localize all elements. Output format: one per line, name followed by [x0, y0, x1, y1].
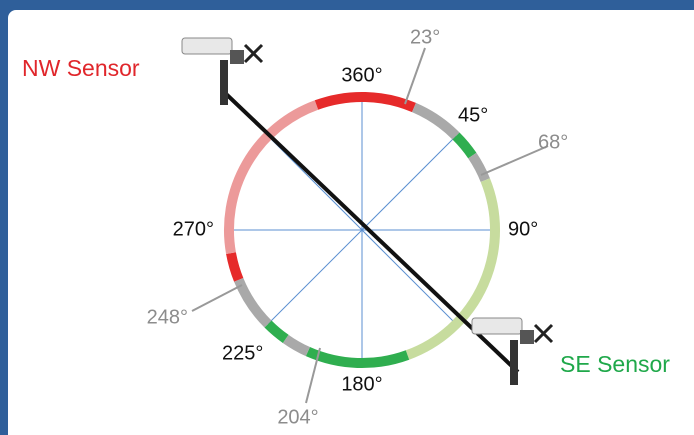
- angle-label: 360°: [341, 64, 382, 86]
- hub: [520, 330, 534, 344]
- offset-angle-label: 68°: [538, 131, 568, 153]
- arc-pink: [224, 100, 319, 254]
- arc-gray: [411, 102, 460, 140]
- offset-angle-label: 23°: [410, 26, 440, 48]
- offset-angle-label: 248°: [147, 306, 188, 328]
- arc-gray: [468, 152, 490, 183]
- mast: [220, 60, 228, 105]
- propeller: [243, 43, 264, 64]
- propeller: [533, 323, 554, 344]
- vane: [181, 37, 233, 55]
- arc-gray: [282, 334, 311, 357]
- panel: [8, 10, 694, 435]
- angle-label: 180°: [341, 373, 382, 395]
- angle-label: 45°: [458, 104, 488, 126]
- hub: [230, 50, 244, 64]
- leaders: [191, 47, 549, 404]
- leader: [191, 284, 243, 312]
- arc-red: [226, 252, 244, 282]
- spoke: [267, 135, 457, 325]
- nw-sensor-icon: [181, 37, 264, 105]
- mast: [510, 340, 518, 385]
- se-sensor-label: SE Sensor: [560, 351, 670, 377]
- spokes: [229, 97, 495, 363]
- se-sensor-icon: [471, 317, 554, 385]
- angle-label: 90°: [508, 218, 538, 240]
- leader: [480, 145, 549, 176]
- vane: [471, 317, 523, 335]
- sensor-axis: [222, 90, 520, 374]
- arc-green: [264, 320, 289, 343]
- arc-pale-green: [405, 178, 500, 360]
- arc-red: [314, 91, 416, 113]
- arc-green: [452, 132, 477, 159]
- nw-sensor-label: NW Sensor: [22, 55, 140, 81]
- arc-gray: [234, 277, 272, 328]
- leader: [404, 47, 426, 105]
- leader: [305, 347, 321, 404]
- offset-angle-label: 204°: [277, 406, 318, 428]
- angle-label: 225°: [222, 342, 263, 364]
- angle-label: 270°: [173, 218, 214, 240]
